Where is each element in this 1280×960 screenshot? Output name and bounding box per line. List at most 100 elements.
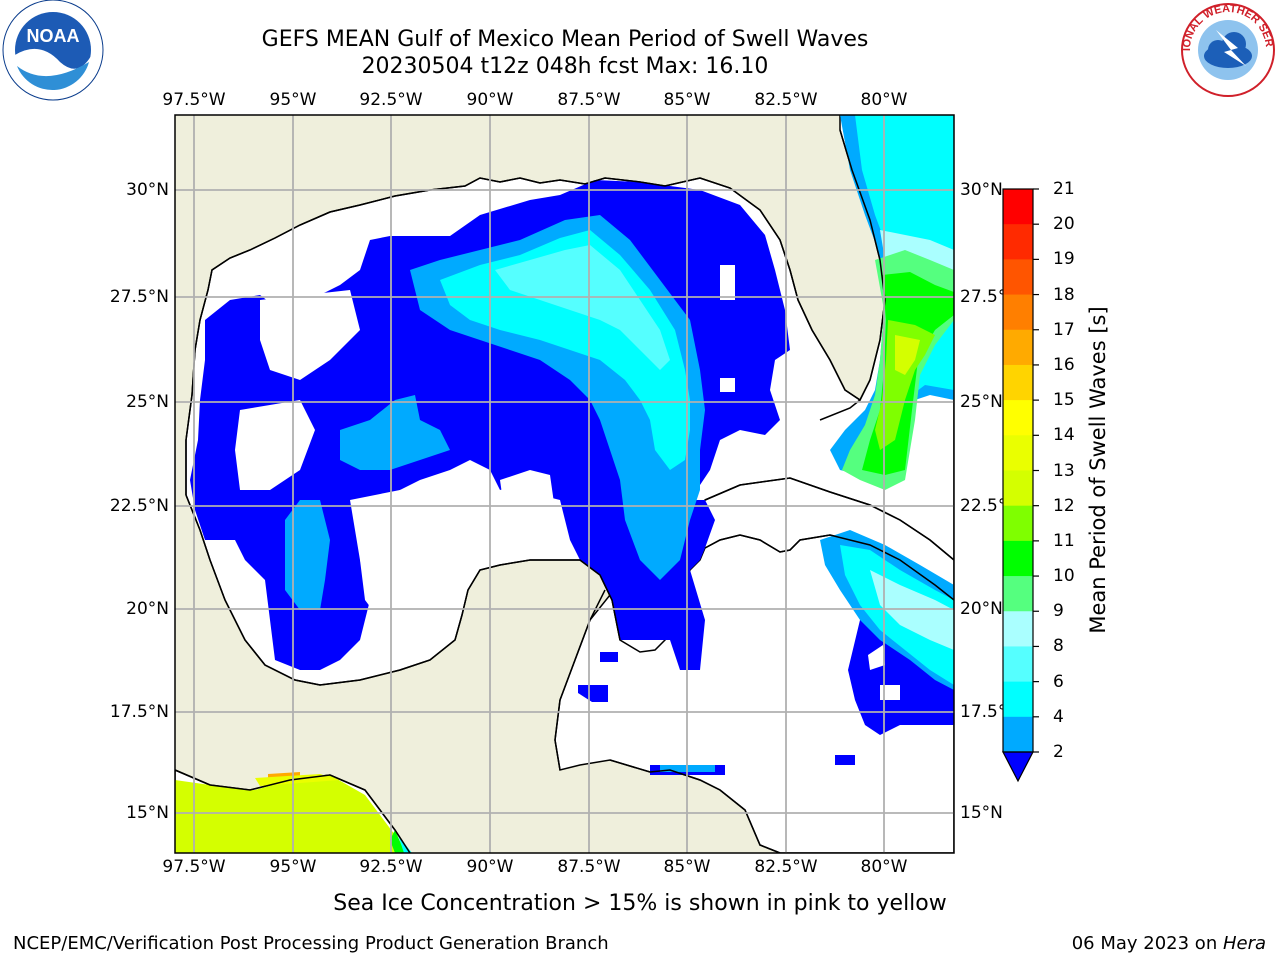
swell-12-13s-atlantic (895, 335, 920, 375)
lon-label-top: 92.5°W (359, 90, 423, 110)
lat-label-left: 17.5°N (109, 702, 169, 722)
high-value-green-edge (390, 830, 405, 853)
lon-label-top: 90°W (466, 90, 514, 110)
nws-logo: NATIONAL WEATHER SERVICE (1176, 0, 1275, 97)
coastline-mexico (185, 494, 621, 686)
footer-date-text: 06 May 2023 on (1071, 933, 1223, 954)
colorbar-extend-triangle (1002, 751, 1034, 783)
colorbar-tick-marks (1033, 188, 1039, 753)
colorbar-block (1003, 435, 1033, 471)
lat-label-left: 25°N (126, 392, 169, 412)
coastline-pacific (175, 769, 411, 853)
lon-label-top: 85°W (663, 90, 711, 110)
low-period-hole-4 (500, 470, 555, 520)
colorbar-block (1003, 716, 1033, 753)
lat-label-right: 30°N (960, 180, 1003, 200)
colorbar-block (1003, 224, 1033, 260)
footer-date: 06 May 2023 on Hera (1072, 933, 1266, 954)
colorbar-tick-label: 19 (1053, 249, 1075, 270)
map-subtitle: 20230504 t12z 048h fcst Max: 16.10 (361, 54, 769, 79)
colorbar-block (1003, 259, 1033, 296)
colorbar-block (1003, 646, 1033, 683)
colorbar-tick-label: 10 (1053, 566, 1075, 587)
colorbar-tick-label: 2 (1053, 742, 1064, 762)
colorbar-block (1003, 329, 1033, 366)
colorbar-tick-label: 15 (1053, 390, 1075, 411)
low-period-hole-6 (720, 378, 735, 392)
colorbar-block (1003, 294, 1033, 331)
lon-label-top: 95°W (269, 90, 317, 110)
footer-host: Hera (1222, 933, 1266, 954)
lon-label-bottom: 95°W (269, 857, 317, 877)
lat-label-left: 27.5°N (109, 287, 169, 307)
colorbar-tick-label: 14 (1053, 425, 1075, 446)
low-period-hole-2 (260, 290, 360, 380)
colorbar-block (1003, 400, 1033, 436)
lat-label-left: 15°N (126, 803, 169, 823)
swell-8-9s-main (495, 245, 670, 370)
swell-4-6s-southwest (285, 500, 330, 610)
colorbar-tick-label: 11 (1053, 530, 1075, 551)
coastline-cuba (704, 477, 954, 601)
lat-label-right: 20°N (960, 599, 1003, 619)
lon-label-bottom: 80°W (860, 857, 908, 877)
colorbar-block (1003, 470, 1033, 507)
swell-8-9s-caribbean (870, 570, 954, 650)
swell-4-6s-west (340, 395, 450, 470)
lon-label-bottom: 92.5°W (359, 857, 423, 877)
high-value-region-southwest (175, 775, 405, 853)
lon-label-bottom: 82.5°W (754, 857, 818, 877)
colorbar-block (1003, 189, 1033, 225)
colorbar-tick-label: 16 (1053, 354, 1075, 375)
colorbar-block (1003, 540, 1033, 577)
map-frame (174, 114, 955, 854)
colorbar-block (1003, 505, 1033, 542)
colorbar-tick-label: 17 (1053, 319, 1075, 340)
lat-label-left: 20°N (126, 599, 169, 619)
low-period-hole-5 (720, 265, 735, 300)
coastline-central-america (554, 589, 781, 853)
lon-label-top: 97.5°W (162, 90, 226, 110)
sea-ice-note: Sea Ice Concentration > 15% is shown in … (333, 891, 947, 916)
lat-label-right: 25°N (960, 392, 1003, 412)
lon-label-bottom: 97.5°W (162, 857, 226, 877)
lon-label-top: 87.5°W (557, 90, 621, 110)
low-period-hole-7 (868, 645, 885, 670)
swell-2-4s-bahamas (835, 755, 855, 765)
swell-2-4s-honduras (600, 652, 618, 662)
colorbar-tick-label: 12 (1053, 495, 1075, 516)
lat-label-right: 15°N (960, 803, 1003, 823)
gridlines (175, 115, 954, 853)
lon-label-bottom: 90°W (466, 857, 514, 877)
colorbar-label: Mean Period of Swell Waves [s] (1086, 306, 1110, 634)
colorbar-tick-label: 6 (1053, 671, 1064, 692)
lon-label-bottom: 87.5°W (557, 857, 621, 877)
footer-branch: NCEP/EMC/Verification Post Processing Pr… (13, 933, 609, 954)
colorbar-block (1003, 576, 1033, 612)
colorbar-tick-label: 8 (1053, 636, 1064, 657)
lat-label-left: 30°N (126, 180, 169, 200)
low-period-hole-8 (880, 685, 900, 700)
colorbar-blocks (1003, 189, 1033, 753)
low-period-hole-1 (235, 400, 315, 490)
colorbar-tick-label: 21 (1053, 179, 1075, 199)
colorbar-tick-label: 20 (1053, 214, 1075, 235)
lon-label-top: 80°W (860, 90, 908, 110)
noaa-logo: NOAA (2, 0, 104, 101)
colorbar-tick-label: 13 (1053, 460, 1075, 481)
lat-label-left: 22.5°N (109, 496, 169, 516)
lon-label-bottom: 85°W (663, 857, 711, 877)
swell-11-12s-atlantic (875, 320, 935, 450)
coastline-gulf (185, 129, 886, 495)
colorbar-block (1003, 364, 1033, 401)
colorbar-block (1003, 681, 1033, 718)
colorbar-block (1003, 611, 1033, 647)
swell-contours (175, 115, 954, 853)
lon-label-top: 82.5°W (754, 90, 818, 110)
map-title: GEFS MEAN Gulf of Mexico Mean Period of … (261, 27, 869, 52)
colorbar-tick-label: 4 (1053, 706, 1064, 727)
low-period-hole-3 (350, 475, 470, 620)
colorbar-tick-label: 18 (1053, 284, 1075, 305)
